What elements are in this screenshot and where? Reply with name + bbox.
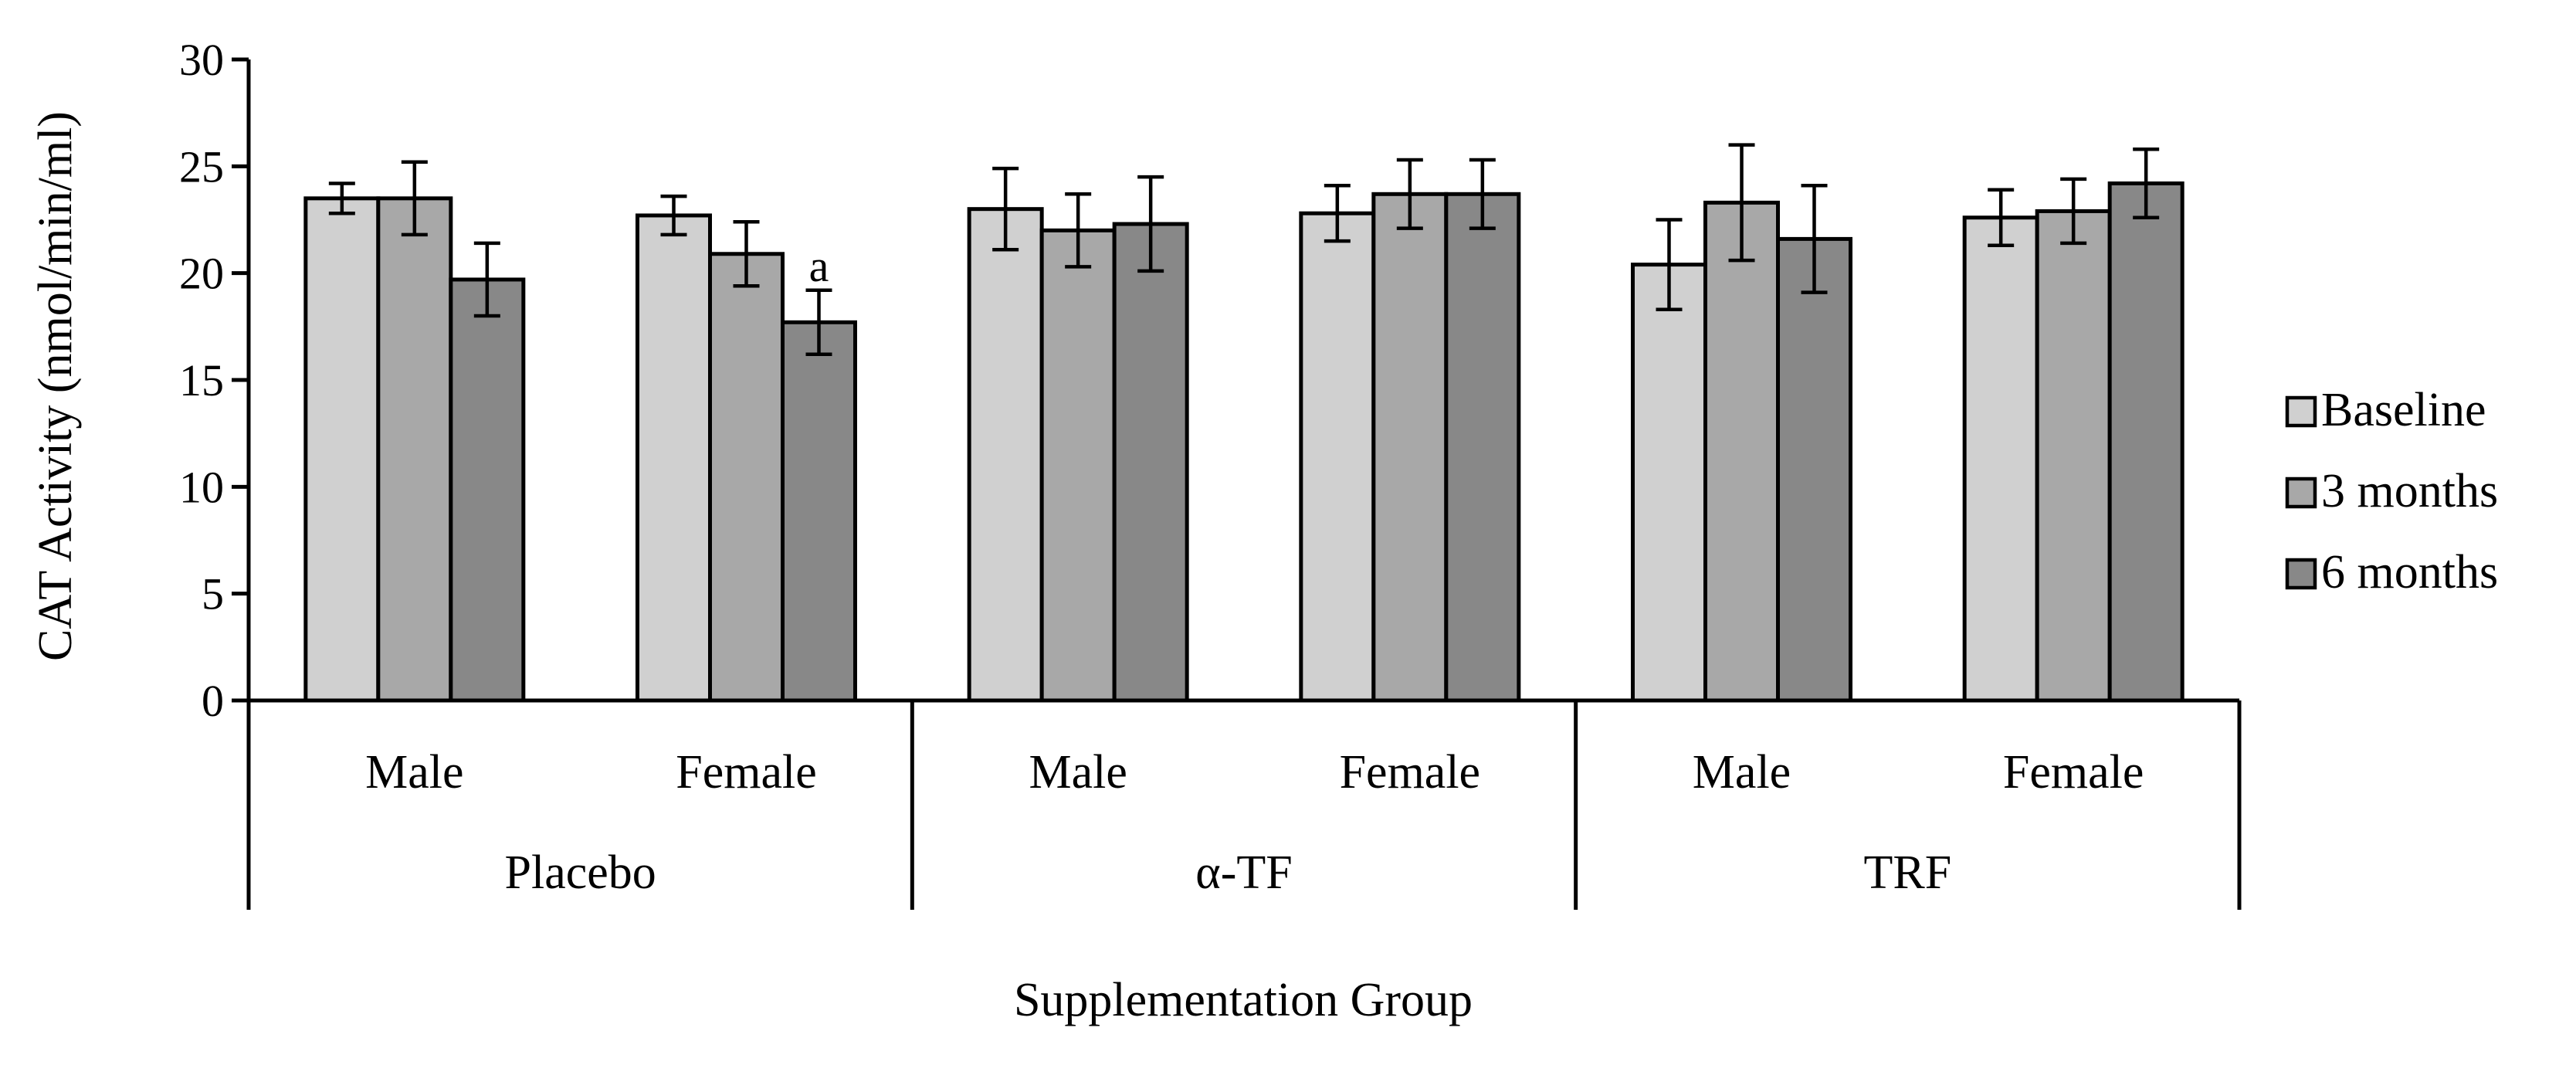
bar-6-months xyxy=(2107,181,2185,703)
y-tick-label: 0 xyxy=(202,676,224,726)
bar-3-months xyxy=(708,252,785,703)
bar-baseline xyxy=(303,196,381,703)
legend: Baseline 3 months 6 months xyxy=(2285,384,2498,599)
bar-baseline xyxy=(636,213,712,703)
y-axis-title: CAT Activity (nmol/min/ml) xyxy=(29,111,82,661)
y-tick-label: 30 xyxy=(179,35,224,85)
annotation-label: a xyxy=(809,241,829,291)
bar-6-months xyxy=(781,320,857,703)
bar-6-months xyxy=(1112,222,1189,703)
bar-6-months xyxy=(1444,192,1521,703)
category-label: Female xyxy=(1340,746,1481,799)
group-label: TRF xyxy=(1863,846,1951,899)
legend-swatch-3-months xyxy=(2285,477,2317,509)
bar-6-months xyxy=(1776,236,1852,703)
bar-3-months xyxy=(376,196,453,703)
bar-3-months xyxy=(1039,228,1117,703)
y-tick-label: 5 xyxy=(202,569,224,619)
bar-6-months xyxy=(449,277,526,703)
plot-area: 0 5 10 15 20 25 30 a Male Female Male Female Male Fem… xyxy=(179,35,2242,910)
bar-baseline xyxy=(1631,263,1707,703)
y-tick-label: 25 xyxy=(179,141,224,192)
bar-3-months xyxy=(1703,200,1780,703)
legend-label: 3 months xyxy=(2321,465,2498,517)
category-label: Male xyxy=(1693,746,1791,799)
bar-baseline xyxy=(967,207,1044,703)
bar-3-months xyxy=(1371,192,1449,703)
category-label: Male xyxy=(365,746,463,799)
bar-baseline xyxy=(1962,215,2039,703)
category-label: Female xyxy=(2003,746,2144,799)
category-label: Male xyxy=(1029,746,1127,799)
bar-baseline xyxy=(1299,211,1376,703)
group-label: Placebo xyxy=(505,846,656,899)
legend-label: Baseline xyxy=(2321,384,2486,436)
legend-swatch-baseline xyxy=(2285,395,2317,428)
bar-3-months xyxy=(2035,209,2112,703)
x-axis-title: Supplementation Group xyxy=(1014,974,1473,1026)
y-tick-label: 10 xyxy=(179,462,224,512)
category-label: Female xyxy=(676,746,817,799)
group-label: α-TF xyxy=(1195,846,1292,899)
legend-label: 6 months xyxy=(2321,546,2498,599)
legend-swatch-6-months xyxy=(2285,558,2317,590)
y-tick-label: 15 xyxy=(179,355,224,405)
y-tick-label: 20 xyxy=(179,249,224,299)
